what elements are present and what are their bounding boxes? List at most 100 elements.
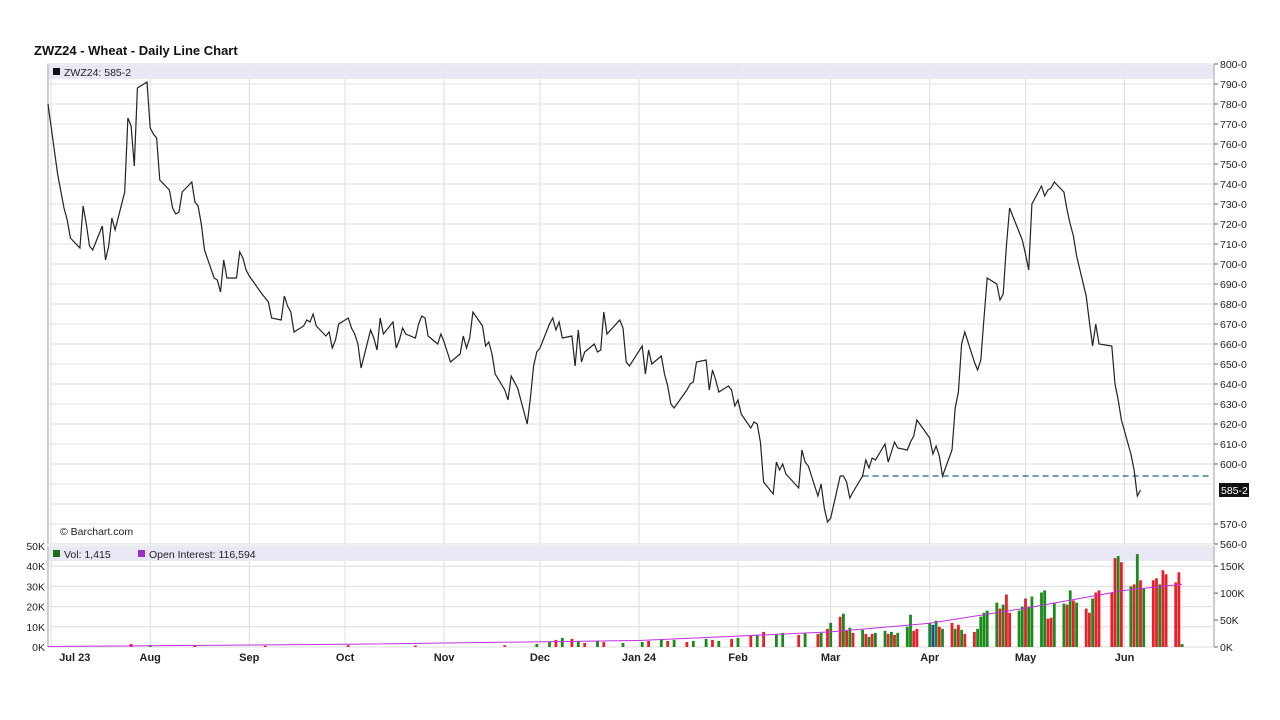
volume-bar [1040,592,1043,647]
volume-right-axis: 150K 100K 50K 0K [1214,561,1245,654]
volume-bar [934,620,938,647]
volume-bar [995,602,999,647]
volume-bar [749,635,753,647]
volume-bar [647,640,650,647]
volume-bar [797,634,801,647]
volume-bar [640,642,644,647]
volume-bar [596,640,599,647]
price-y-tick-label: 790-0 [1220,79,1247,91]
volume-bar [1030,596,1034,647]
volume-bar [1027,606,1031,647]
volume-left-tick-label: 0K [32,642,45,654]
volume-left-axis: 50K 40K 30K 20K 10K 0K [26,541,45,654]
price-y-tick-label: 630-0 [1220,399,1247,411]
volume-bar [685,642,689,647]
price-y-tick-label: 600-0 [1220,459,1247,471]
x-tick-label: Apr [920,652,940,664]
volume-left-tick-label: 20K [26,602,45,614]
volume-bar [1110,592,1114,647]
volume-bar [736,637,740,647]
price-y-tick-label: 560-0 [1220,539,1247,551]
volume-bar [1120,562,1123,647]
volume-bar [976,628,979,647]
volume-bar [1020,606,1024,647]
open-interest-line [47,583,1183,647]
volume-bar [963,633,967,647]
price-y-tick-label: 570-0 [1220,519,1247,531]
price-y-tick-label: 720-0 [1220,219,1247,231]
volume-bar [193,645,197,647]
volume-bar [346,645,350,647]
price-y-tick-label: 760-0 [1220,139,1247,151]
volume-bar [1062,603,1066,647]
volume-bar [1065,604,1069,647]
volume-bar [602,642,606,647]
open-interest-legend-swatch [138,550,145,557]
volume-bar [851,632,855,647]
x-tick-label: Jul 23 [59,652,90,664]
volume-bar [1174,582,1178,647]
x-tick-label: Dec [530,652,550,664]
chart-title: ZWZ24 - Wheat - Daily Line Chart [34,43,238,58]
price-y-tick-label: 620-0 [1220,419,1247,431]
price-y-tick-label: 680-0 [1220,299,1247,311]
volume-bar [864,633,868,647]
volume-left-tick-label: 50K [26,541,45,553]
volume-bar [1072,600,1075,647]
x-tick-label: Nov [434,652,456,664]
volume-bar [1164,574,1168,647]
volume-bar [1008,612,1011,647]
volume-bar [1005,594,1008,647]
volume-bar [950,622,954,647]
volume-bar [819,632,823,647]
volume-bar [775,633,778,647]
volume-bar [874,632,877,647]
price-y-tick-label: 740-0 [1220,179,1247,191]
last-price-badge: 585-2 [1219,483,1249,497]
price-y-tick-label: 710-0 [1220,239,1247,251]
x-tick-label: May [1015,652,1037,664]
volume-bar [1088,612,1091,647]
volume-bar [1068,590,1072,647]
volume-bar [263,645,267,647]
volume-bar [762,631,765,647]
volume-bar [1091,598,1094,647]
volume-bar [886,633,890,647]
volume-bar [883,630,887,647]
volume-bar [503,645,507,647]
price-y-tick-label: 770-0 [1220,119,1247,131]
volume-bar [535,644,539,647]
volume-bar [960,629,963,647]
volume-right-tick-label: 0K [1220,642,1233,654]
x-tick-label: Feb [728,652,748,664]
volume-left-tick-label: 10K [26,622,45,634]
volume-bar [870,633,874,647]
volume-bar [998,608,1002,647]
volume-bar [1139,580,1142,647]
volume-bar [666,640,670,647]
price-legend-label: ZWZ24: 585-2 [64,67,131,79]
volume-bar [848,627,852,647]
price-pane: ZWZ24: 585-2 © Barchart.com 800-0 790-0 78… [47,59,1249,551]
volume-bar [554,639,558,647]
volume-bar [905,626,909,647]
volume-bar [915,628,919,647]
volume-bar [730,638,733,647]
volume-legend-swatch [53,550,60,557]
price-y-tick-label: 670-0 [1220,319,1247,331]
last-price-label: 585-2 [1221,485,1248,497]
volume-bar [1180,644,1184,647]
volume-bar [1113,558,1117,647]
price-y-tick-label: 690-0 [1220,279,1247,291]
x-tick-label: Oct [336,652,355,664]
volume-bar [896,632,900,647]
volume-bar [973,631,976,647]
volume-grid [48,545,1214,648]
x-tick-label: Aug [140,652,161,664]
volume-bar [583,643,587,647]
x-tick-label: Mar [821,652,841,664]
volume-bar [659,639,663,647]
last-price-bg [1219,483,1249,497]
volume-left-tick-label: 30K [26,581,45,593]
volume-bar [1094,592,1098,647]
